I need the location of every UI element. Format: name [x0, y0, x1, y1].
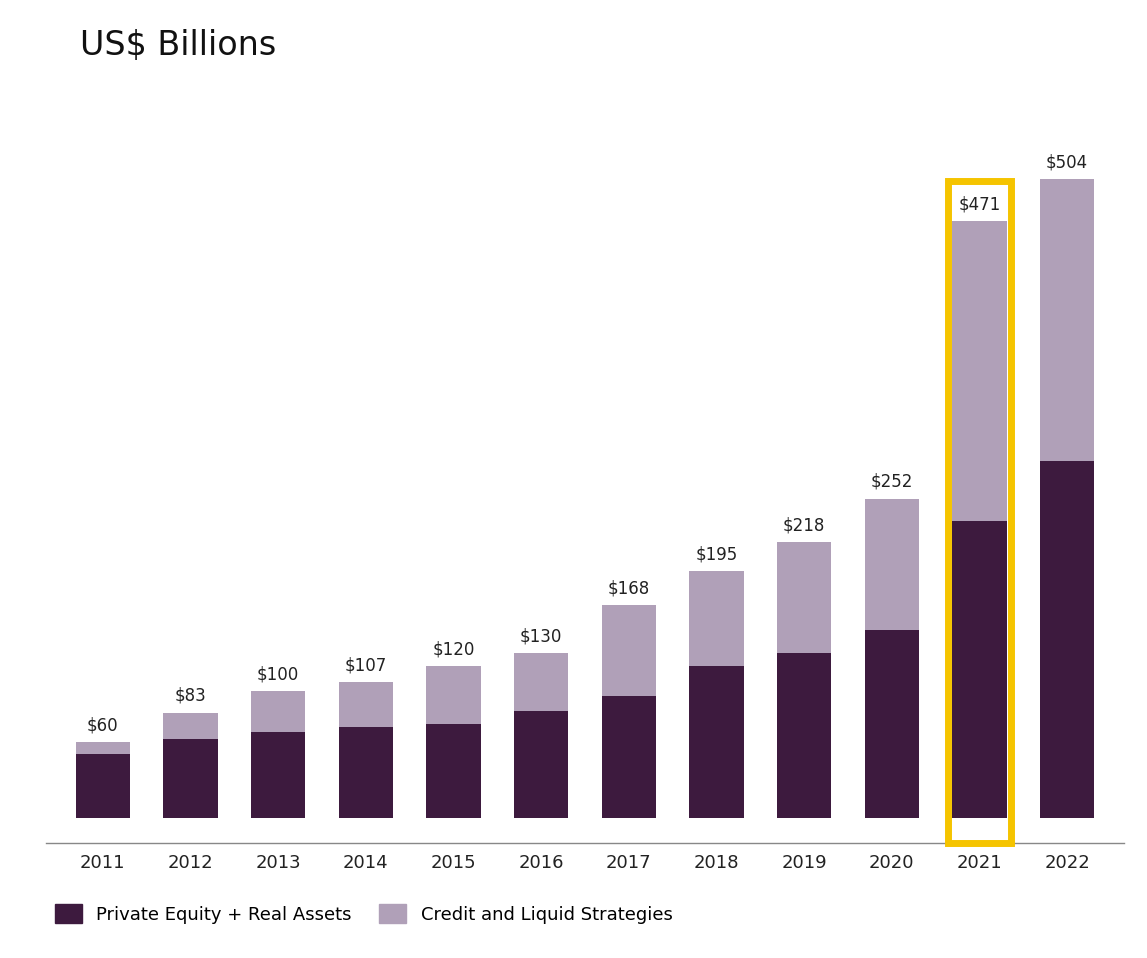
Bar	[777, 653, 832, 818]
Bar	[865, 498, 919, 630]
Text: $60: $60	[87, 717, 118, 734]
Text: $100: $100	[257, 666, 299, 683]
Text: $130: $130	[520, 627, 562, 646]
Bar	[952, 521, 1007, 818]
Bar	[251, 732, 305, 818]
Legend: Private Equity + Real Assets, Credit and Liquid Strategies: Private Equity + Real Assets, Credit and…	[55, 904, 672, 924]
Bar	[338, 726, 393, 818]
Text: $195: $195	[695, 545, 738, 563]
Text: $252: $252	[871, 473, 913, 490]
Bar	[338, 682, 393, 726]
Bar	[602, 696, 656, 818]
Bar	[1040, 179, 1094, 461]
Bar	[777, 541, 832, 653]
Text: $168: $168	[608, 580, 650, 598]
Bar	[251, 691, 305, 732]
Bar	[689, 666, 743, 818]
Text: $471: $471	[958, 195, 1000, 214]
Text: $120: $120	[432, 640, 475, 658]
Bar	[163, 740, 218, 818]
Bar	[163, 713, 218, 740]
Bar	[1040, 461, 1094, 818]
Bar	[427, 666, 481, 724]
Text: $107: $107	[345, 656, 387, 674]
Bar	[514, 653, 568, 712]
Text: $218: $218	[783, 516, 826, 534]
Bar	[689, 571, 743, 666]
Text: $83: $83	[174, 687, 206, 705]
Bar	[514, 712, 568, 818]
Bar	[602, 604, 656, 696]
Text: $504: $504	[1046, 154, 1089, 171]
Text: US$ Billions: US$ Billions	[80, 29, 276, 61]
Bar	[76, 741, 130, 754]
Bar	[427, 724, 481, 818]
Bar	[76, 754, 130, 818]
Bar	[952, 221, 1007, 521]
Bar	[865, 630, 919, 818]
